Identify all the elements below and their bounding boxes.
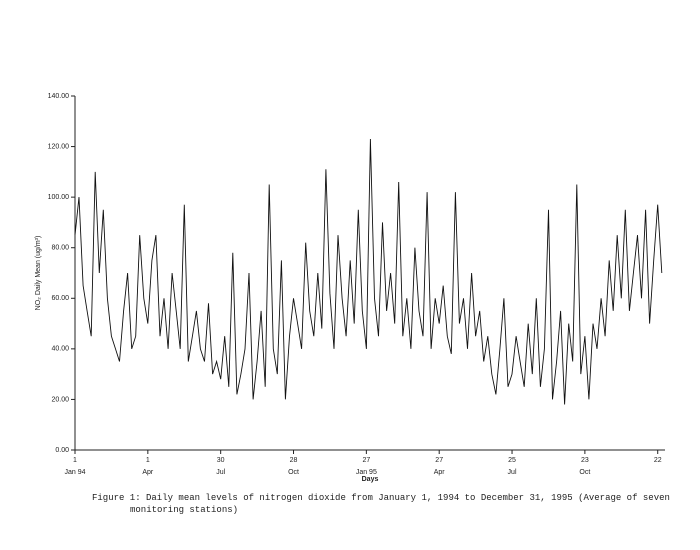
y-tick-label: 60.00 bbox=[51, 295, 69, 302]
y-tick-label: 0.00 bbox=[55, 447, 69, 454]
x-tick-label: 28 bbox=[290, 457, 298, 464]
x-tick-sublabel: Oct bbox=[579, 469, 590, 476]
y-tick-label: 100.00 bbox=[48, 194, 70, 201]
x-tick-label: 23 bbox=[581, 457, 589, 464]
y-axis-label: NO₂ Daily Mean (ug/m³) bbox=[35, 236, 42, 311]
data-line bbox=[74, 138, 663, 405]
x-tick-label: 25 bbox=[508, 457, 516, 464]
y-tick-label: 120.00 bbox=[48, 143, 70, 150]
y-tick-label: 20.00 bbox=[51, 396, 69, 403]
x-tick-label: 30 bbox=[217, 457, 225, 464]
chart: NO₂ Daily Mean (ug/m³) Days 0.00 20.00 40.… bbox=[35, 93, 665, 483]
x-tick-sublabel: Apr bbox=[434, 469, 446, 476]
y-tick-label: 40.00 bbox=[51, 346, 69, 353]
x-tick-sublabel: Apr bbox=[142, 469, 154, 476]
y-tick-label: 80.00 bbox=[51, 245, 69, 252]
x-tick-sublabel: Oct bbox=[288, 469, 299, 476]
x-tick-sublabel: Jan 95 bbox=[356, 469, 377, 476]
x-tick-label: 27 bbox=[435, 457, 443, 464]
x-tick-sublabel: Jul bbox=[508, 469, 517, 476]
x-tick-label: 1 bbox=[146, 457, 150, 464]
caption: Figure 1: Daily mean levels of nitrogen … bbox=[92, 493, 670, 515]
x-tick-sublabel: Jul bbox=[216, 469, 225, 476]
x-tick-sublabel: Jan 94 bbox=[64, 469, 85, 476]
x-axis-label: Days bbox=[362, 476, 379, 483]
y-tick-label: 140.00 bbox=[48, 93, 70, 100]
x-tick-label: 22 bbox=[654, 457, 662, 464]
x-tick-label: 27 bbox=[362, 457, 370, 464]
x-tick-label: 1 bbox=[73, 457, 77, 464]
